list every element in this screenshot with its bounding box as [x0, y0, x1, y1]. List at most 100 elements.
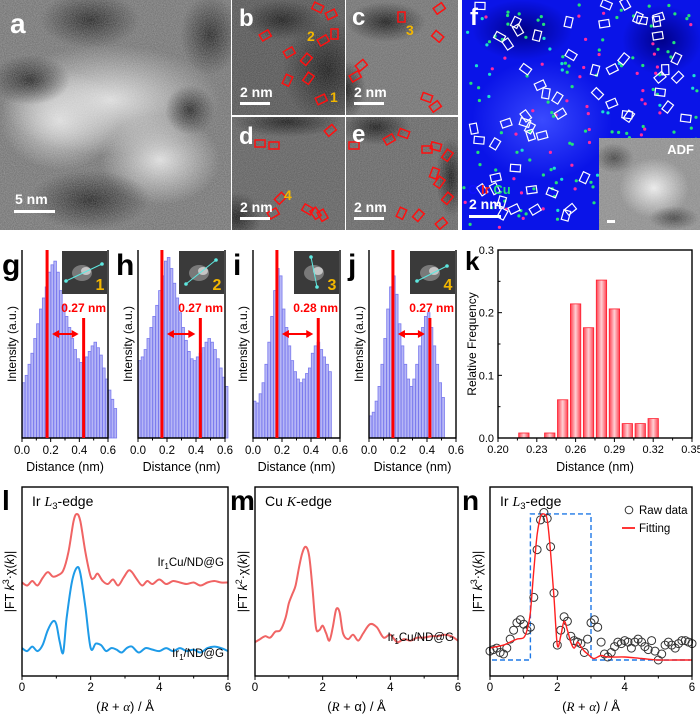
scale-bar-e: [354, 217, 384, 220]
atom-pair-boxes-c: [348, 1, 447, 114]
histogram-bar: [24, 374, 29, 439]
histogram-bar: [155, 304, 159, 439]
panel-label-g: g: [2, 249, 20, 282]
histogram-bar: [76, 358, 80, 439]
histogram-bar: [152, 315, 156, 439]
profile-line: [185, 259, 217, 285]
x-axis-label: Distance (nm): [556, 460, 634, 474]
raw-data-point: [512, 618, 522, 628]
histogram-bar: [299, 382, 303, 439]
histogram-bar: [79, 362, 83, 439]
eds-atom-dot: [591, 185, 595, 189]
atom-pair-box: [528, 203, 543, 216]
eds-atom-dot: [577, 3, 581, 7]
eds-atom-dot: [484, 15, 488, 19]
eds-atom-dot: [666, 50, 670, 54]
histogram-bar: [90, 345, 95, 439]
chart-title: Ir L3-edge: [500, 493, 562, 512]
eds-atom-dot: [506, 22, 510, 26]
raw-data-point: [616, 639, 626, 649]
inset-atom-blob: [429, 267, 439, 275]
histogram-bar: [187, 351, 191, 439]
scale-bar-d: [240, 217, 270, 220]
x-tick-label: 0.2: [159, 445, 175, 457]
eds-atom-dot: [536, 18, 540, 22]
inset-number: 4: [444, 277, 453, 294]
scale-bar-label-d: 2 nm: [240, 199, 273, 215]
eds-atom-dot: [542, 36, 546, 41]
histogram-bar: [394, 293, 399, 439]
eds-atom-dot: [649, 24, 653, 28]
panel-e-image: e 2 nm: [346, 117, 458, 230]
histogram-bar: [441, 397, 445, 439]
eds-atom-dot: [647, 4, 651, 8]
histogram-bar: [140, 356, 145, 439]
eds-atom-dot: [672, 130, 676, 134]
eds-atom-dot: [606, 111, 610, 115]
chart-title: Cu K-edge: [265, 493, 332, 510]
atom-pair-box: [661, 100, 675, 114]
histogram-bar: [192, 360, 197, 439]
x-tick-label: 0: [252, 682, 258, 694]
x-tick-label: 0.26: [565, 444, 586, 456]
frequency-bar: [647, 418, 659, 439]
x-tick-label: 6: [455, 682, 461, 694]
profile-endpoint: [315, 285, 319, 289]
histogram-bar: [409, 386, 413, 439]
eds-atom-dot: [532, 187, 536, 191]
arrow-head-right: [306, 330, 314, 338]
panel-label-h: h: [116, 249, 134, 282]
fit-window: [492, 513, 690, 661]
histogram-bar: [36, 323, 40, 439]
atom-pair-box: [616, 51, 631, 66]
atom-pair-box: [563, 202, 578, 217]
x-tick-label: 0.4: [303, 445, 320, 457]
histogram-bar: [371, 411, 376, 439]
x-tick-label: 0.6: [448, 445, 464, 457]
profile-endpoint: [184, 282, 188, 286]
eds-atom-dot: [583, 129, 588, 133]
eds-atom-dot: [695, 89, 699, 93]
eds-atom-dot: [506, 13, 510, 18]
inset-number: 1: [96, 277, 105, 294]
atom-pair-box: [605, 62, 620, 76]
histogram-bar: [435, 363, 440, 439]
eds-atom-dot: [517, 12, 521, 16]
profile-line: [310, 256, 318, 288]
atom-pair-box: [560, 208, 572, 222]
raw-data-point: [583, 634, 593, 644]
axis-frame: [497, 249, 693, 439]
eds-atom-dot: [625, 131, 629, 135]
eds-atom-dot: [658, 111, 662, 115]
histogram-bar: [87, 351, 92, 439]
x-tick-label: 0.35: [681, 444, 700, 456]
y-axis-label: Intensity (a.u.): [5, 306, 19, 382]
eds-atom-dot: [463, 200, 467, 204]
chart-l: 0 2 4 6 (R + α) / Å |FT k3·χ(k)| Ir L3-edge Ir1…: [1, 486, 231, 714]
scale-bar-c: [354, 102, 384, 105]
eds-atom-dot: [560, 68, 564, 72]
x-tick-label: 2: [554, 682, 560, 694]
histogram-bar: [96, 347, 100, 439]
atom-pair-box: [670, 51, 683, 66]
histogram-bar: [255, 402, 260, 439]
eds-atom-dot: [672, 41, 676, 45]
eds-atom-dot: [692, 74, 696, 78]
x-tick-label: 4: [156, 682, 163, 694]
eds-atom-dot: [567, 64, 571, 68]
eds-atom-dot: [556, 208, 560, 212]
histogram-bar: [149, 327, 153, 439]
eds-atom-dot: [643, 127, 647, 131]
histogram-bar: [305, 373, 309, 439]
x-tick-label: 0.0: [130, 445, 146, 457]
series-label-ir1: Ir1/ND@G: [172, 648, 224, 662]
eds-atom-dot: [640, 98, 644, 102]
chart-title: Ir L3-edge: [32, 493, 94, 512]
inset-atom-blob: [313, 267, 323, 275]
eds-atom-dot: [506, 10, 510, 14]
chart-i: 0.0 0.2 0.4 0.6 Distance (nm) Intensity (a.u.…: [236, 250, 348, 474]
eds-atom-dot: [587, 127, 591, 132]
eds-atom-dot: [689, 23, 693, 27]
frequency-bar: [518, 432, 530, 439]
histogram-bar: [181, 327, 185, 439]
